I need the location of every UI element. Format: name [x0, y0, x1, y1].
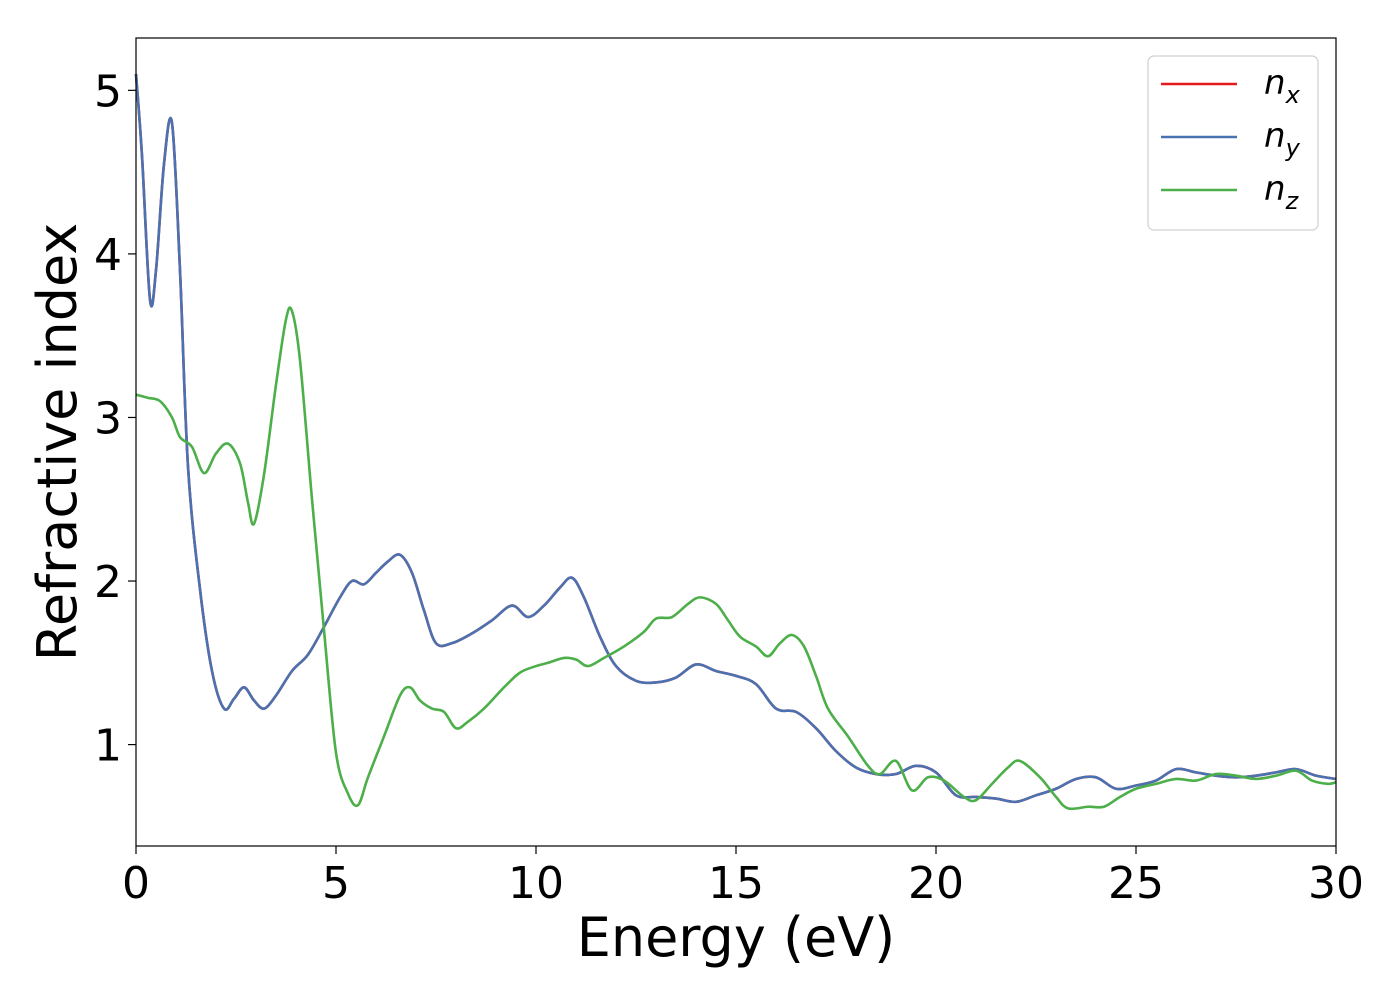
legend-label-subscript: x: [1285, 81, 1301, 109]
y-tick-label: 2: [94, 557, 122, 608]
series-lines: [134, 73, 1337, 811]
legend-label-subscript: z: [1285, 187, 1300, 215]
x-tick-label: 10: [508, 858, 564, 909]
y-tick-label: 3: [94, 393, 122, 444]
legend-label-base: n: [1264, 116, 1286, 156]
x-tick-label: 15: [708, 858, 764, 909]
y-tick-label: 1: [94, 721, 122, 772]
legend-label-n-x: nx: [1264, 63, 1301, 109]
series-line-n-z: [135, 306, 1337, 811]
legend-label-base: n: [1264, 169, 1286, 209]
x-tick-label: 20: [908, 858, 964, 909]
x-axis-label: Energy (eV): [577, 906, 896, 969]
legend-box: [1147, 55, 1319, 231]
x-axis-ticks: 0 5 10 15 20 25 30: [122, 846, 1364, 909]
x-tick-label: 0: [122, 858, 150, 909]
y-axis-ticks: 1 2 3 4 5: [94, 66, 136, 772]
legend-label-n-z: nz: [1264, 169, 1300, 215]
x-tick-label: 30: [1308, 858, 1364, 909]
y-axis-label: Refractive index: [26, 223, 89, 662]
series-line-n-y: [134, 73, 1337, 804]
legend-label-n-y: ny: [1264, 116, 1301, 162]
plot-frame: [135, 37, 1337, 847]
y-tick-label: 4: [94, 230, 122, 281]
y-tick-label: 5: [94, 66, 122, 117]
legend-label-base: n: [1264, 63, 1286, 103]
legend-label-subscript: y: [1285, 134, 1301, 162]
x-tick-label: 5: [322, 858, 350, 909]
x-tick-label: 25: [1108, 858, 1164, 909]
